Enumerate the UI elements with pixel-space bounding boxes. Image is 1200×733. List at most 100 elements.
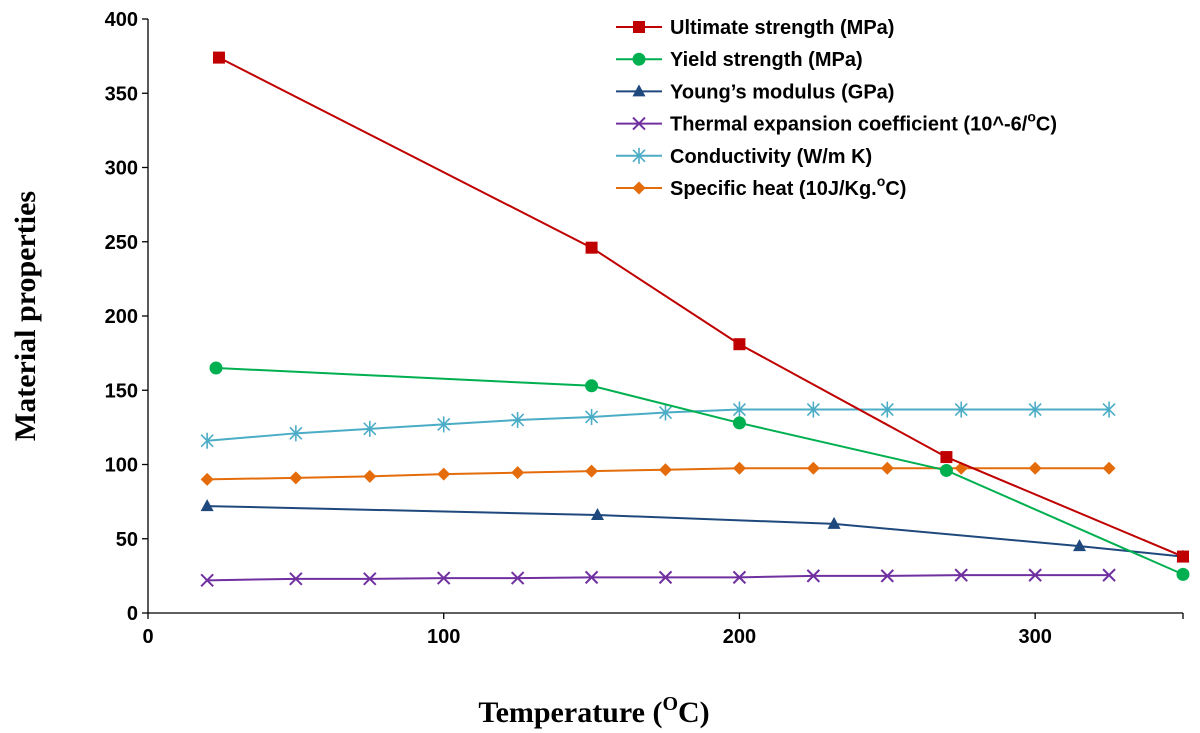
data-point bbox=[880, 461, 894, 475]
data-point bbox=[732, 416, 746, 430]
y-tick-label: 350 bbox=[105, 83, 138, 105]
y-tick-label: 300 bbox=[105, 158, 138, 180]
legend-marker bbox=[632, 84, 646, 97]
data-point bbox=[437, 416, 451, 433]
legend-marker bbox=[632, 147, 646, 164]
data-point bbox=[289, 471, 303, 485]
legend-label: Conductivity (W/m K) bbox=[670, 146, 872, 168]
data-point bbox=[585, 379, 599, 393]
data-point bbox=[1073, 539, 1086, 552]
y-tick-label: 50 bbox=[116, 529, 138, 551]
legend-item: Young’s modulus (GPa) bbox=[616, 81, 894, 103]
data-point bbox=[1102, 461, 1116, 475]
legend-label-text: Specific heat (10J/Kg. bbox=[670, 178, 877, 200]
legend-item: Specific heat (10J/Kg.oC) bbox=[616, 173, 906, 200]
data-point bbox=[1177, 550, 1189, 563]
data-point bbox=[289, 572, 303, 586]
data-point bbox=[584, 570, 599, 585]
legend: Ultimate strength (MPa) Yield strength (M… bbox=[616, 17, 1057, 200]
legend-item: Ultimate strength (MPa) bbox=[616, 17, 894, 39]
x-tick-label: 300 bbox=[1018, 626, 1051, 648]
data-point bbox=[806, 401, 820, 418]
y-tick-label: 100 bbox=[105, 455, 138, 477]
series-1 bbox=[209, 361, 1190, 581]
x-axis-title-text: Temperature ( bbox=[478, 696, 662, 729]
y-tick-label: 200 bbox=[105, 306, 138, 328]
data-point bbox=[1102, 568, 1116, 582]
data-point bbox=[827, 516, 841, 529]
data-point bbox=[212, 51, 225, 64]
legend-item: Yield strength (MPa) bbox=[616, 49, 863, 71]
data-point bbox=[200, 499, 214, 512]
y-tick-label: 150 bbox=[105, 380, 138, 402]
legend-label-sup: o bbox=[1027, 109, 1036, 125]
y-axis-title: Material properties bbox=[9, 191, 42, 441]
data-point bbox=[200, 432, 214, 449]
legend-marker bbox=[632, 181, 646, 195]
data-point bbox=[363, 572, 377, 586]
legend-marker bbox=[632, 52, 646, 66]
data-point bbox=[940, 451, 953, 464]
data-point bbox=[209, 361, 223, 375]
data-point bbox=[1102, 401, 1116, 418]
data-point bbox=[363, 469, 377, 483]
x-tick-label: 100 bbox=[427, 626, 460, 648]
data-point bbox=[732, 461, 746, 475]
data-point bbox=[585, 464, 599, 478]
data-point bbox=[732, 570, 747, 585]
series-line bbox=[207, 408, 1110, 442]
data-point bbox=[510, 571, 525, 585]
data-point bbox=[200, 472, 214, 486]
data-point bbox=[511, 466, 525, 480]
data-point bbox=[954, 568, 968, 582]
data-point bbox=[1028, 568, 1042, 582]
y-tick-label: 250 bbox=[105, 232, 138, 254]
legend-label: Thermal expansion coefficient (10^-6/oC) bbox=[670, 109, 1057, 136]
series-3 bbox=[200, 568, 1116, 588]
data-point bbox=[658, 570, 673, 585]
x-tick-label: 0 bbox=[142, 626, 153, 648]
data-point bbox=[732, 401, 746, 418]
data-point bbox=[659, 463, 672, 477]
y-tick-label: 0 bbox=[127, 603, 138, 625]
data-point bbox=[1028, 401, 1042, 418]
series-line bbox=[207, 505, 1184, 558]
series-5 bbox=[200, 461, 1116, 486]
data-point bbox=[585, 408, 599, 425]
series-2 bbox=[200, 499, 1190, 562]
legend-label-text: Thermal expansion coefficient (10^-6/ bbox=[670, 114, 1028, 136]
data-point bbox=[954, 401, 968, 418]
series-0 bbox=[212, 51, 1189, 563]
data-point bbox=[437, 571, 451, 585]
x-tick-label: 200 bbox=[723, 626, 756, 648]
series-line bbox=[207, 574, 1110, 582]
series-4 bbox=[200, 401, 1116, 449]
data-point bbox=[585, 241, 598, 254]
axes: 0 50 100 150 200 250 300 350 400 0 100 200 300 Temper… bbox=[9, 9, 1184, 729]
legend-marker bbox=[632, 116, 646, 131]
data-point bbox=[880, 569, 894, 583]
legend-item: Conductivity (W/m K) bbox=[616, 146, 872, 168]
x-axis-title-unit: C) bbox=[678, 696, 710, 729]
legend-label: Yield strength (MPa) bbox=[670, 49, 863, 71]
data-point bbox=[658, 404, 673, 421]
data-point bbox=[733, 338, 746, 351]
legend-label: Specific heat (10J/Kg.oC) bbox=[670, 173, 906, 200]
legend-label: Young’s modulus (GPa) bbox=[670, 81, 894, 103]
y-tick-label: 400 bbox=[105, 9, 138, 31]
series-layer bbox=[200, 51, 1190, 588]
data-point bbox=[289, 425, 303, 442]
data-point bbox=[200, 573, 214, 588]
data-point bbox=[1176, 567, 1190, 581]
legend-item: Thermal expansion coefficient (10^-6/oC) bbox=[616, 109, 1057, 136]
legend-label-unit: C) bbox=[885, 178, 906, 200]
data-point bbox=[880, 401, 894, 418]
legend-marker bbox=[633, 21, 645, 33]
data-point bbox=[1028, 461, 1042, 475]
x-axis-title: Temperature (OC) bbox=[478, 693, 709, 729]
series-line bbox=[207, 467, 1110, 481]
data-point bbox=[511, 411, 525, 428]
legend-label-unit: C) bbox=[1036, 114, 1057, 136]
data-point bbox=[939, 463, 953, 477]
data-point bbox=[437, 467, 451, 481]
